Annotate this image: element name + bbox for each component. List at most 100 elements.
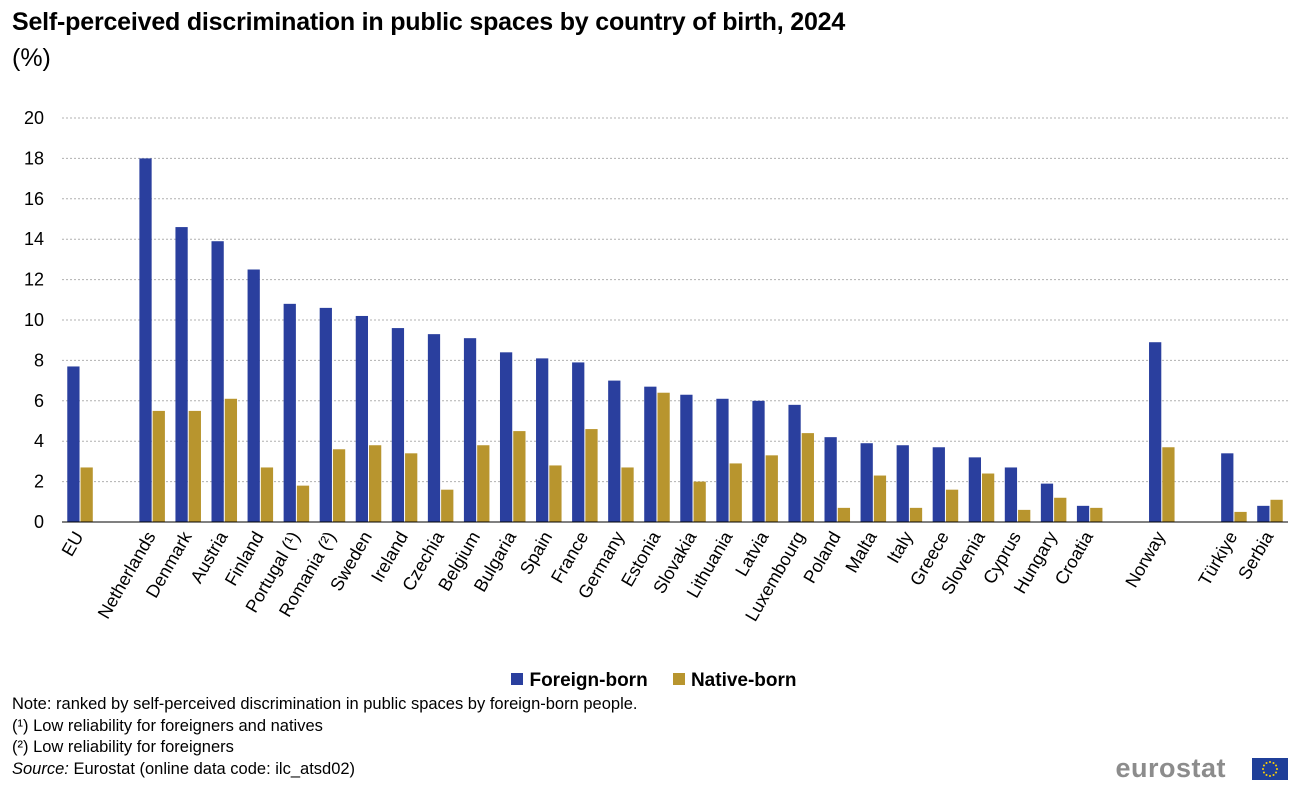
- bar-foreign-born: [499, 352, 513, 522]
- bar-native-born: [585, 429, 598, 522]
- bar-foreign-born: [67, 366, 80, 522]
- bar-native-born: [549, 465, 562, 522]
- bar-native-born: [729, 463, 742, 522]
- note-footnote-1: (¹) Low reliability for foreigners and n…: [12, 716, 323, 735]
- notes: Note: ranked by self-perceived discrimin…: [12, 694, 638, 780]
- bar-native-born: [621, 467, 634, 522]
- bar-foreign-born: [355, 315, 368, 522]
- bar-foreign-born: [391, 328, 405, 522]
- bar-foreign-born: [1040, 483, 1054, 522]
- x-category-label: Malta: [841, 527, 881, 576]
- y-tick-label: 12: [24, 270, 44, 290]
- eu-star-icon: [1262, 764, 1265, 767]
- bar-foreign-born: [1004, 467, 1018, 522]
- bar-native-born: [1234, 511, 1247, 522]
- bar-native-born: [1054, 497, 1067, 522]
- bar-foreign-born: [572, 362, 585, 522]
- bar-foreign-born: [536, 358, 549, 522]
- eu-star-icon: [1265, 774, 1268, 777]
- bar-native-born: [513, 431, 526, 522]
- bar-foreign-born: [932, 447, 945, 522]
- bar-foreign-born: [788, 404, 801, 522]
- y-tick-label: 4: [34, 431, 44, 451]
- legend-label-foreign: Foreign-born: [529, 670, 648, 691]
- y-tick-label: 6: [34, 391, 44, 411]
- legend-item-native: Native-born: [672, 670, 797, 692]
- eu-star-icon: [1262, 768, 1264, 770]
- legend-item-foreign: Foreign-born: [511, 670, 648, 692]
- bar-native-born: [945, 489, 959, 522]
- bar-native-born: [296, 485, 310, 522]
- bar-native-born: [188, 410, 201, 522]
- source-line: Source: Eurostat (online data code: ilc_…: [12, 759, 638, 781]
- bar-foreign-born: [319, 307, 332, 522]
- source-label: Source:: [12, 759, 69, 778]
- eu-star-icon: [1275, 771, 1278, 774]
- bar-foreign-born: [139, 158, 152, 522]
- eu-star-icon: [1275, 764, 1278, 767]
- y-tick-label: 20: [24, 108, 44, 128]
- eu-star-icon: [1269, 761, 1271, 763]
- bar-foreign-born: [716, 398, 729, 522]
- logo-wordmark: eurostat: [1115, 753, 1226, 783]
- bar-native-born: [765, 455, 778, 522]
- bar-foreign-born: [860, 443, 873, 522]
- bar-native-born: [405, 453, 418, 522]
- eu-star-icon: [1262, 771, 1265, 774]
- eu-star-icon: [1265, 761, 1268, 764]
- chart-title: Self-perceived discrimination in public …: [12, 8, 846, 36]
- bar-native-born: [657, 392, 670, 522]
- source-text: Eurostat (online data code: ilc_atsd02): [68, 759, 356, 778]
- bar-native-born: [801, 433, 814, 522]
- y-tick-label: 14: [24, 229, 44, 249]
- legend-swatch-native: [672, 673, 685, 685]
- bar-foreign-born: [608, 380, 621, 522]
- eu-flag-icon: [1252, 758, 1288, 780]
- bar-native-born: [1162, 447, 1175, 522]
- bar-foreign-born: [752, 400, 765, 522]
- legend-swatch-foreign: [511, 673, 524, 685]
- y-tick-label: 16: [24, 189, 44, 209]
- note-ranking: Note: ranked by self-perceived discrimin…: [12, 695, 638, 713]
- bar-foreign-born: [824, 437, 837, 522]
- eu-star-icon: [1272, 761, 1275, 764]
- x-category-label: Norway: [1121, 528, 1169, 591]
- bar-native-born: [80, 467, 93, 522]
- bar-native-born: [837, 507, 851, 522]
- bar-foreign-born: [283, 303, 296, 522]
- bar-foreign-born: [1149, 342, 1162, 522]
- bar-native-born: [1270, 499, 1283, 522]
- bar-foreign-born: [211, 241, 224, 522]
- legend: Foreign-born Native-born: [0, 670, 1308, 692]
- x-category-label: Türkiye: [1195, 528, 1242, 589]
- x-category-label: EU: [58, 528, 88, 560]
- eu-star-icon: [1269, 775, 1271, 777]
- bar-foreign-born: [896, 445, 909, 522]
- bar-foreign-born: [1221, 453, 1234, 522]
- y-tick-label: 18: [24, 148, 44, 168]
- bar-native-born: [693, 481, 706, 522]
- bar-native-born: [369, 445, 382, 522]
- y-tick-label: 2: [34, 472, 44, 492]
- bar-foreign-born: [644, 386, 657, 522]
- eu-star-icon: [1276, 768, 1278, 770]
- unit-label: (%): [12, 44, 51, 72]
- bar-foreign-born: [427, 334, 441, 522]
- eu-star-icon: [1272, 774, 1275, 777]
- y-tick-label: 8: [34, 350, 44, 370]
- bar-native-born: [909, 507, 923, 522]
- x-category-label: Italy: [883, 528, 917, 567]
- bar-native-born: [1018, 509, 1031, 522]
- bar-native-born: [152, 410, 165, 522]
- bar-native-born: [260, 467, 274, 522]
- note-footnote-2: (²) Low reliability for foreigners: [12, 738, 234, 756]
- bar-native-born: [441, 489, 454, 522]
- bar-foreign-born: [968, 457, 981, 522]
- bar-foreign-born: [175, 227, 188, 522]
- bar-native-born: [224, 398, 238, 522]
- bar-native-born: [1090, 507, 1103, 522]
- bar-foreign-born: [463, 338, 477, 522]
- bar-native-born: [982, 473, 995, 522]
- y-tick-label: 10: [24, 310, 44, 330]
